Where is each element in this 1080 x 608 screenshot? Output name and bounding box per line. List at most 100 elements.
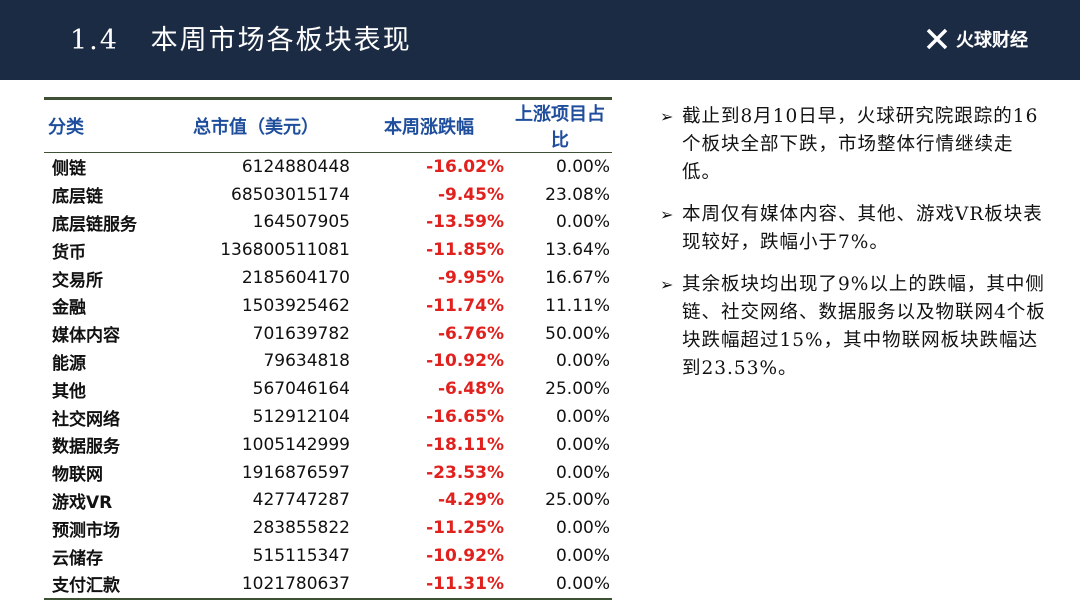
cell-rising-ratio: 13.64% [508,236,612,264]
cell-category: 底层链服务 [44,209,162,237]
page-title: 1.4 本周市场各板块表现 [70,18,412,57]
cell-category: 支付汇款 [44,570,162,598]
note-text: 其余板块均出现了9%以上的跌幅，其中侧链、社交网络、数据服务以及物联网4个板块跌… [682,271,1050,383]
cell-weekly-change: -6.76% [350,320,508,348]
cell-weekly-change: -10.92% [350,542,508,570]
column-header-weekly-change: 本周涨跌幅 [350,100,508,153]
arrow-bullet-icon: ➢ [660,275,682,294]
table-row: 金融 1503925462 -11.74% 11.11% [44,292,612,320]
cell-rising-ratio: 0.00% [508,542,612,570]
cell-market-cap: 512912104 [162,403,350,431]
cell-category: 数据服务 [44,431,162,459]
cell-category: 侧链 [44,153,162,181]
note-item: ➢ 其余板块均出现了9%以上的跌幅，其中侧链、社交网络、数据服务以及物联网4个板… [660,271,1050,383]
cell-rising-ratio: 11.11% [508,292,612,320]
table-row: 能源 79634818 -10.92% 0.00% [44,348,612,376]
brand-name: 火球财经 [956,26,1028,52]
cell-rising-ratio: 25.00% [508,487,612,515]
cell-category: 其他 [44,375,162,403]
table-row: 侧链 6124880448 -16.02% 0.00% [44,153,612,181]
cell-weekly-change: -6.48% [350,375,508,403]
cell-weekly-change: -16.02% [350,153,508,181]
cell-market-cap: 136800511081 [162,236,350,264]
cell-rising-ratio: 25.00% [508,375,612,403]
note-text: 本周仅有媒体内容、其他、游戏VR板块表现较好，跌幅小于7%。 [682,201,1050,257]
cell-rising-ratio: 0.00% [508,431,612,459]
cell-weekly-change: -11.74% [350,292,508,320]
cell-rising-ratio: 0.00% [508,403,612,431]
cell-market-cap: 567046164 [162,375,350,403]
cell-rising-ratio: 0.00% [508,570,612,598]
cell-market-cap: 1916876597 [162,459,350,487]
table-row: 云储存 515115347 -10.92% 0.00% [44,542,612,570]
cell-market-cap: 2185604170 [162,264,350,292]
table-row: 底层链服务 164507905 -13.59% 0.00% [44,209,612,237]
cell-market-cap: 1503925462 [162,292,350,320]
cell-weekly-change: -9.95% [350,264,508,292]
cell-market-cap: 427747287 [162,487,350,515]
brand-logo: 火球财经 [924,26,1028,52]
cell-rising-ratio: 0.00% [508,514,612,542]
cell-rising-ratio: 16.67% [508,264,612,292]
cell-market-cap: 515115347 [162,542,350,570]
cell-market-cap: 701639782 [162,320,350,348]
cell-weekly-change: -13.59% [350,209,508,237]
cell-weekly-change: -4.29% [350,487,508,515]
cell-category: 物联网 [44,459,162,487]
table-row: 底层链 68503015174 -9.45% 23.08% [44,181,612,209]
table-body: 侧链 6124880448 -16.02% 0.00% 底层链 68503015174 -9… [44,153,612,598]
table-header-row: 分类 总市值（美元） 本周涨跌幅 上涨项目占比 [44,100,612,153]
table-row: 数据服务 1005142999 -18.11% 0.00% [44,431,612,459]
cell-weekly-change: -11.25% [350,514,508,542]
cell-category: 金融 [44,292,162,320]
cell-weekly-change: -11.31% [350,570,508,598]
cell-weekly-change: -9.45% [350,181,508,209]
sector-performance-table: 分类 总市值（美元） 本周涨跌幅 上涨项目占比 侧链 6124880448 -16.… [44,97,612,600]
column-header-rising-ratio: 上涨项目占比 [508,100,612,153]
cell-rising-ratio: 50.00% [508,320,612,348]
column-header-category: 分类 [44,100,162,153]
cell-market-cap: 68503015174 [162,181,350,209]
cell-category: 货币 [44,236,162,264]
cell-market-cap: 1021780637 [162,570,350,598]
cell-category: 社交网络 [44,403,162,431]
cell-rising-ratio: 0.00% [508,209,612,237]
cell-category: 游戏VR [44,487,162,515]
column-header-market-cap: 总市值（美元） [162,100,350,153]
table-row: 游戏VR 427747287 -4.29% 25.00% [44,487,612,515]
cell-weekly-change: -18.11% [350,431,508,459]
cell-category: 底层链 [44,181,162,209]
cell-weekly-change: -16.65% [350,403,508,431]
note-text: 截止到8月10日早，火球研究院跟踪的16个板块全部下跌，市场整体行情继续走低。 [682,103,1050,187]
table-row: 社交网络 512912104 -16.65% 0.00% [44,403,612,431]
note-item: ➢ 截止到8月10日早，火球研究院跟踪的16个板块全部下跌，市场整体行情继续走低… [660,103,1050,187]
cell-category: 预测市场 [44,514,162,542]
summary-notes: ➢ 截止到8月10日早，火球研究院跟踪的16个板块全部下跌，市场整体行情继续走低… [660,103,1050,397]
cell-market-cap: 6124880448 [162,153,350,181]
cell-weekly-change: -23.53% [350,459,508,487]
table-row: 交易所 2185604170 -9.95% 16.67% [44,264,612,292]
cell-rising-ratio: 0.00% [508,348,612,376]
cell-category: 能源 [44,348,162,376]
table-row: 媒体内容 701639782 -6.76% 50.00% [44,320,612,348]
cell-weekly-change: -10.92% [350,348,508,376]
table-bottom-rule [44,598,612,600]
cell-rising-ratio: 23.08% [508,181,612,209]
cell-rising-ratio: 0.00% [508,459,612,487]
fireball-logo-icon [924,26,950,52]
cell-weekly-change: -11.85% [350,236,508,264]
cell-rising-ratio: 0.00% [508,153,612,181]
note-item: ➢ 本周仅有媒体内容、其他、游戏VR板块表现较好，跌幅小于7%。 [660,201,1050,257]
table-row: 支付汇款 1021780637 -11.31% 0.00% [44,570,612,598]
header-bar: 1.4 本周市场各板块表现 火球财经 [0,0,1080,80]
cell-market-cap: 79634818 [162,348,350,376]
cell-market-cap: 1005142999 [162,431,350,459]
data-table: 分类 总市值（美元） 本周涨跌幅 上涨项目占比 侧链 6124880448 -16.… [44,100,612,598]
arrow-bullet-icon: ➢ [660,107,682,126]
cell-category: 交易所 [44,264,162,292]
arrow-bullet-icon: ➢ [660,205,682,224]
cell-category: 云储存 [44,542,162,570]
table-row: 物联网 1916876597 -23.53% 0.00% [44,459,612,487]
cell-market-cap: 164507905 [162,209,350,237]
cell-category: 媒体内容 [44,320,162,348]
